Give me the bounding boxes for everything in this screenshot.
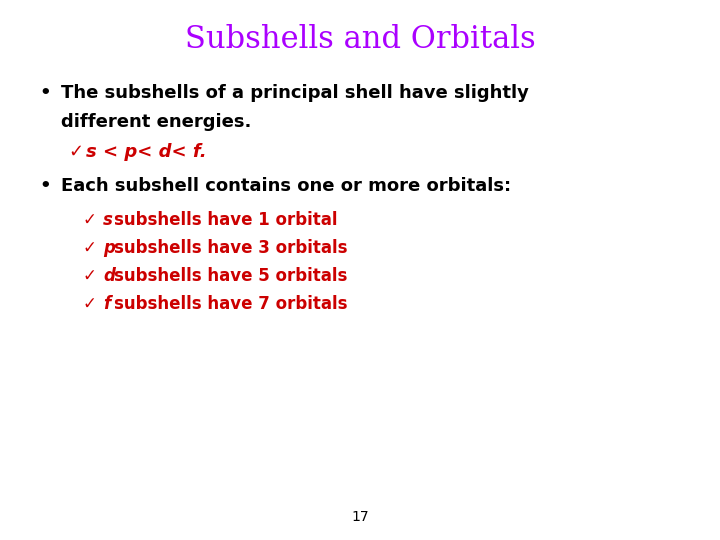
Text: subshells have 3 orbitals: subshells have 3 orbitals — [114, 239, 347, 256]
Text: The subshells of a principal shell have slightly: The subshells of a principal shell have … — [61, 84, 529, 102]
Text: subshells have 1 orbital: subshells have 1 orbital — [114, 211, 337, 228]
Text: subshells have 5 orbitals: subshells have 5 orbitals — [114, 267, 347, 285]
Text: d: d — [103, 267, 114, 285]
Text: ✓: ✓ — [83, 239, 96, 256]
Text: Subshells and Orbitals: Subshells and Orbitals — [184, 24, 536, 55]
Text: subshells have 7 orbitals: subshells have 7 orbitals — [114, 295, 347, 313]
Text: 17: 17 — [351, 510, 369, 524]
Text: s: s — [103, 211, 113, 228]
Text: •: • — [40, 84, 51, 102]
Text: p: p — [103, 239, 114, 256]
Text: s < p< d< f.: s < p< d< f. — [86, 143, 207, 161]
Text: •: • — [40, 177, 51, 195]
Text: ✓: ✓ — [83, 267, 96, 285]
Text: f: f — [103, 295, 110, 313]
Text: ✓: ✓ — [83, 295, 96, 313]
Text: ✓: ✓ — [68, 143, 84, 161]
Text: different energies.: different energies. — [61, 113, 251, 131]
Text: Each subshell contains one or more orbitals:: Each subshell contains one or more orbit… — [61, 177, 511, 195]
Text: ✓: ✓ — [83, 211, 96, 228]
